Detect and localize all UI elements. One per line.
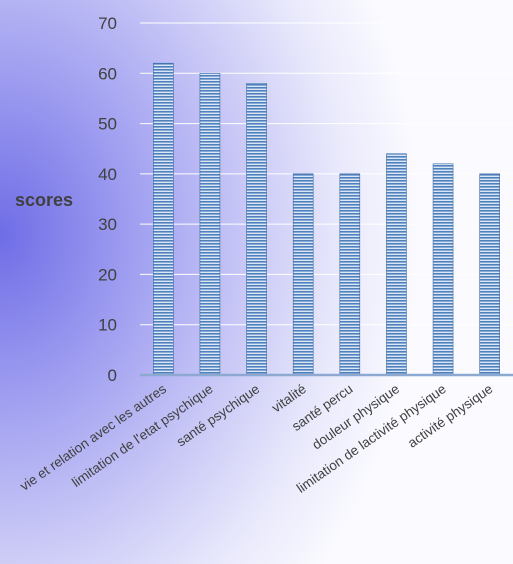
- y-tick-labels: 0 10 20 30 40 50 60 70: [98, 14, 117, 385]
- y-tick-label: 10: [98, 316, 117, 335]
- bar: [339, 173, 361, 376]
- y-tick-label: 20: [98, 265, 117, 284]
- y-tick-label: 0: [108, 366, 117, 385]
- bar: [153, 62, 174, 376]
- gridlines: [140, 22, 513, 326]
- bar: [479, 173, 500, 376]
- category-labels: vie et relation avec les autreslimitatio…: [17, 381, 495, 496]
- y-tick-label: 40: [98, 165, 117, 184]
- bar: [292, 173, 314, 376]
- category-label: santé psychique: [174, 381, 263, 449]
- bars: [153, 62, 500, 376]
- y-tick-label: 70: [98, 14, 117, 33]
- bar: [246, 83, 267, 376]
- y-tick-label: 30: [98, 215, 117, 234]
- category-label: vitalité: [269, 381, 309, 415]
- bar: [432, 163, 454, 376]
- bar: [199, 72, 221, 376]
- y-tick-label: 50: [98, 115, 117, 134]
- bar: [386, 153, 407, 376]
- y-axis-label: scores: [15, 190, 73, 210]
- category-label: activité physique: [405, 381, 495, 451]
- y-tick-label: 60: [98, 64, 117, 83]
